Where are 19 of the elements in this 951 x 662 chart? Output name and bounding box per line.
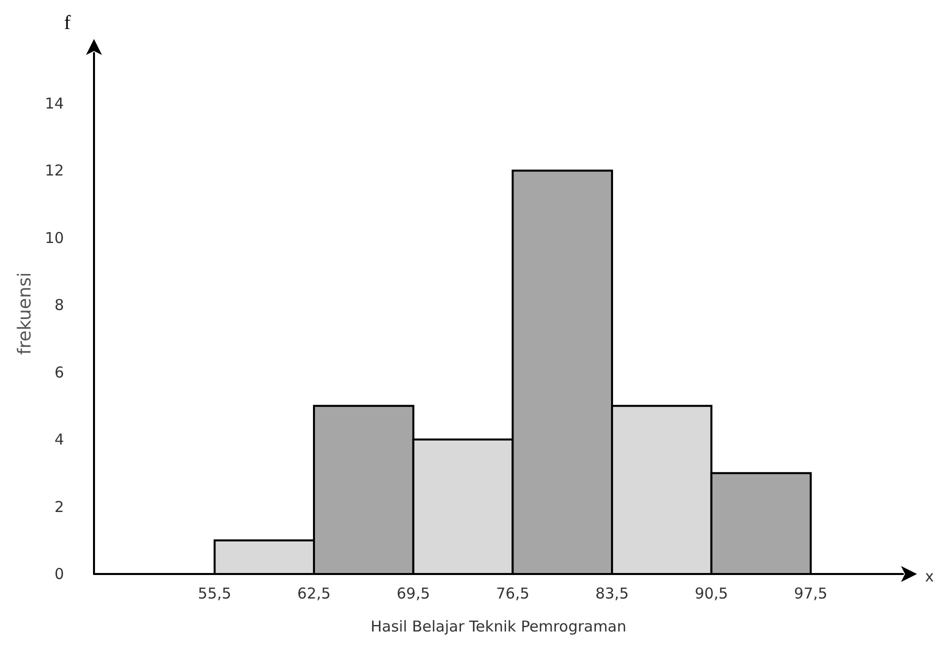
x-tick-label: 83,5 <box>595 584 629 602</box>
x-tick-label: 62,5 <box>297 584 331 602</box>
text: f <box>64 12 71 34</box>
y-tick-label: 2 <box>54 498 64 516</box>
y-tick-label: 4 <box>54 430 64 449</box>
y-tick-label: 14 <box>44 94 64 112</box>
text: x <box>925 568 934 586</box>
y-tick-label: 12 <box>44 162 64 180</box>
x-axis-title: Hasil Belajar Teknik Pemrograman <box>370 618 626 636</box>
y-tick-label: 8 <box>54 296 64 314</box>
x-tick-label: 90,5 <box>694 584 728 602</box>
y-tick-label: 6 <box>54 363 64 382</box>
y-tick-label: 0 <box>54 565 64 583</box>
x-tick-label: 76,5 <box>496 584 530 602</box>
x-tick-label: 69,5 <box>396 584 430 602</box>
x-tick-label: 55,5 <box>198 584 232 602</box>
x-tick-label: 97,5 <box>794 584 828 602</box>
y-tick-label: 10 <box>44 228 64 247</box>
y-axis-title: frekuensi <box>14 272 36 355</box>
